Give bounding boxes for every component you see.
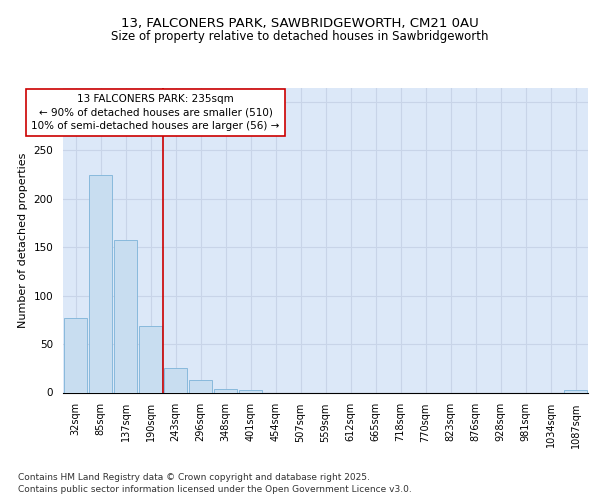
Text: Contains HM Land Registry data © Crown copyright and database right 2025.: Contains HM Land Registry data © Crown c… [18,472,370,482]
Bar [164,368,187,392]
Bar [214,388,237,392]
Text: 13 FALCONERS PARK: 235sqm
← 90% of detached houses are smaller (510)
10% of semi: 13 FALCONERS PARK: 235sqm ← 90% of detac… [31,94,280,130]
Text: Contains public sector information licensed under the Open Government Licence v3: Contains public sector information licen… [18,485,412,494]
Text: 13, FALCONERS PARK, SAWBRIDGEWORTH, CM21 0AU: 13, FALCONERS PARK, SAWBRIDGEWORTH, CM21… [121,18,479,30]
Bar [64,318,87,392]
Bar [239,390,262,392]
Bar [139,326,162,392]
Bar [89,174,112,392]
Y-axis label: Number of detached properties: Number of detached properties [18,152,28,328]
Text: Size of property relative to detached houses in Sawbridgeworth: Size of property relative to detached ho… [111,30,489,43]
Bar [189,380,212,392]
Bar [114,240,137,392]
Bar [564,390,587,392]
